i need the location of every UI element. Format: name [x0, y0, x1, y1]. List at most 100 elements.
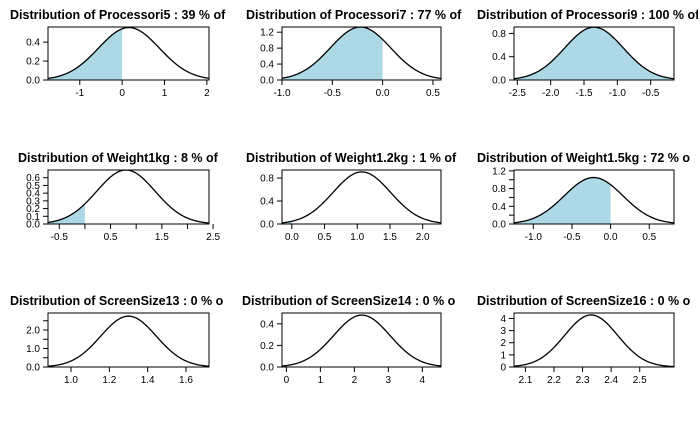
x-tick-label: -1.5 — [575, 88, 593, 99]
y-tick-label: 0.4 — [260, 319, 274, 330]
density-curve — [514, 314, 674, 367]
y-tick-label: 0 — [500, 363, 506, 374]
y-tick-label: 0.6 — [26, 173, 40, 184]
panel-4: -0.5 0.5 1.5 2.50.00.10.20.30.40.50.6Distri… — [18, 151, 220, 243]
panel-3: -2.5 -2.0 -1.5 -1.0 -0.5 0.0 0.4 0.8 Distributio… — [477, 8, 700, 99]
x-tick-label: -0.5 — [642, 88, 660, 99]
density-curve — [48, 170, 209, 224]
x-tick-label: 0.5 — [426, 88, 440, 99]
panel-5: 0.0 0.5 1.0 1.5 2.0 0.0 0.4 0.8 Distribution of … — [246, 151, 457, 243]
y-tick-label: 0.0 — [26, 220, 40, 231]
y-tick-label: 0.0 — [492, 220, 506, 231]
x-tick-label: 1.0 — [350, 232, 364, 243]
plot-frame — [281, 312, 442, 368]
y-tick-label: 0.0 — [260, 363, 274, 374]
density-curve — [282, 314, 441, 367]
x-tick-label: -1.0 — [273, 88, 291, 99]
y-tick-label: 0.3 — [26, 196, 40, 207]
density-curve — [48, 315, 209, 367]
x-tick-label: 2.0 — [416, 232, 430, 243]
x-tick-label: 4 — [420, 375, 426, 386]
y-tick-label: 0.4 — [26, 189, 40, 200]
x-tick-label: -1.0 — [609, 88, 627, 99]
chart-title: Distribution of Processori9 : 100 % of — [477, 8, 700, 22]
plot-frame — [281, 169, 442, 225]
x-tick-label: 0.5 — [642, 232, 656, 243]
shaded-area — [514, 177, 611, 224]
chart-title: Distribution of Weight1kg : 8 % of — [18, 151, 219, 165]
y-tick-label: 0.4 — [260, 60, 274, 71]
chart-title: Distribution of ScreenSize14 : 0 % o — [242, 294, 456, 308]
plot-frame — [47, 312, 210, 368]
x-tick-label: -0.5 — [324, 88, 342, 99]
x-tick-label: 2.1 — [518, 375, 532, 386]
y-tick-label: 1.2 — [492, 166, 506, 177]
x-tick-label: -1.0 — [525, 232, 543, 243]
chart-title: Distribution of Weight1.2kg : 1 % of — [246, 151, 457, 165]
plot-frame — [47, 169, 210, 225]
density-curve — [48, 27, 209, 80]
y-tick-label: 0.0 — [260, 220, 274, 231]
y-tick-label: 1 — [500, 350, 506, 361]
y-tick-label: 0.2 — [26, 204, 40, 215]
x-tick-label: 1.4 — [141, 375, 155, 386]
panel-8: 0 1 2 3 4 0.0 0.2 0.4 Distribution of ScreenSize… — [242, 294, 456, 386]
shaded-area — [48, 28, 123, 80]
x-tick-label: 1.5 — [383, 232, 397, 243]
x-tick-label: 0 — [119, 88, 125, 99]
x-tick-label: 0.5 — [318, 232, 332, 243]
y-tick-label: 0.4 — [26, 38, 40, 49]
y-tick-label: 0.4 — [492, 202, 506, 213]
y-tick-label: 0.0 — [26, 76, 40, 87]
plot-frame — [513, 26, 675, 81]
y-tick-label: 0.8 — [492, 29, 506, 40]
chart-title: Distribution of Processori5 : 39 % of — [10, 8, 226, 22]
y-tick-label: 1.2 — [260, 28, 274, 39]
x-tick-label: 2 — [352, 375, 358, 386]
y-tick-label: 0.1 — [26, 212, 40, 223]
y-tick-label: 0.0 — [26, 363, 40, 374]
y-tick-label: 0.8 — [260, 44, 274, 55]
y-tick-label: 2.0 — [26, 326, 40, 337]
chart-title: Distribution of Processori7 : 77 % of — [246, 8, 462, 22]
panel-7: 1.0 1.2 1.4 1.6 0.0 1.0 2.0 Distribution of Scr… — [10, 294, 224, 386]
plot-frame — [281, 26, 442, 81]
x-tick-label: 1.5 — [155, 232, 169, 243]
plot-frame — [513, 312, 675, 368]
x-tick-label: 1 — [162, 88, 168, 99]
panel-1: -1 0 1 2 0.0 0.2 0.4 Distribution of Processori… — [10, 8, 226, 99]
x-tick-label: 0.5 — [104, 232, 118, 243]
y-tick-label: 2 — [500, 338, 506, 349]
chart-title: Distribution of ScreenSize13 : 0 % o — [10, 294, 224, 308]
y-tick-label: 4 — [500, 314, 506, 325]
shaded-area — [282, 27, 383, 80]
x-tick-label: 1.6 — [179, 375, 193, 386]
x-tick-label: 2.2 — [547, 375, 561, 386]
x-tick-label: 2.4 — [604, 375, 618, 386]
x-tick-label: -0.5 — [563, 232, 581, 243]
x-tick-label: 2.3 — [576, 375, 590, 386]
y-tick-label: 0.5 — [26, 181, 40, 192]
x-tick-label: 2.5 — [206, 232, 220, 243]
x-tick-label: 0.0 — [376, 88, 390, 99]
x-tick-label: 1.2 — [102, 375, 116, 386]
density-curve — [282, 171, 441, 224]
x-tick-label: 0.0 — [604, 232, 618, 243]
x-tick-label: -0.5 — [51, 232, 69, 243]
y-tick-label: 0.8 — [492, 184, 506, 195]
y-tick-label: 0.4 — [260, 197, 274, 208]
y-tick-label: 0.8 — [260, 174, 274, 185]
shaded-area — [48, 203, 85, 224]
y-tick-label: 0.0 — [492, 76, 506, 87]
y-tick-label: 0.0 — [260, 76, 274, 87]
x-tick-label: -2.0 — [542, 88, 560, 99]
y-tick-label: 0.2 — [260, 341, 274, 352]
x-tick-label: 1 — [318, 375, 324, 386]
panel-2: -1.0 -0.5 0.0 0.5 0.0 0.4 0.8 1.2 Distribution o… — [246, 8, 462, 99]
x-tick-label: 2 — [204, 88, 210, 99]
shaded-area — [514, 27, 674, 80]
